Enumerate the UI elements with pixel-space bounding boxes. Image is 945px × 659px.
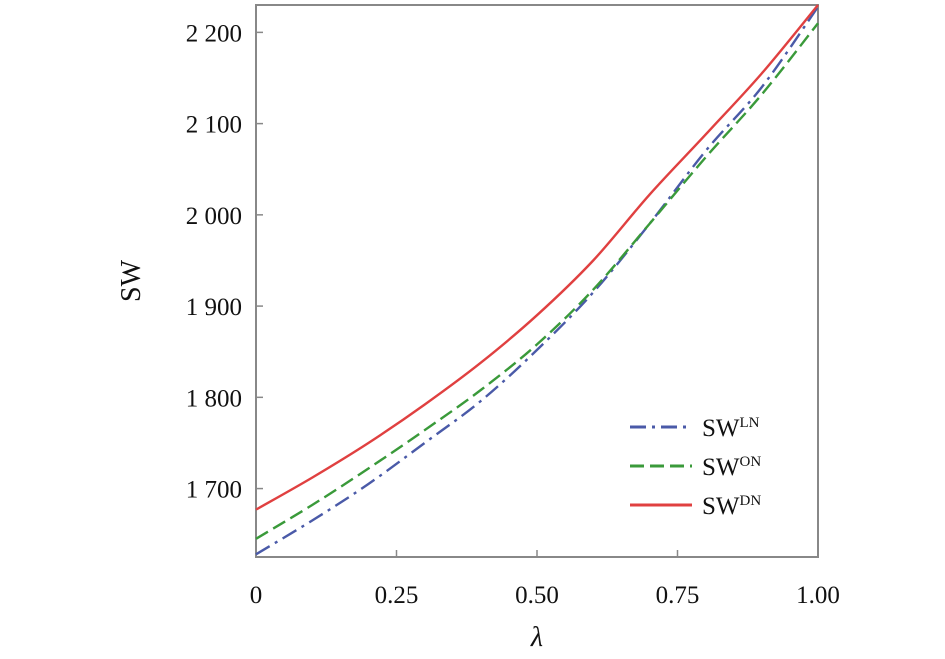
x-tick-label: 0.75 [656,582,700,609]
series-line-dn [255,4,819,511]
y-axis-ticks: 1 700 1 800 1 900 2 000 2 100 2 200 [186,20,263,504]
y-tick-label: 1 800 [186,385,242,412]
series-line-on [255,22,819,540]
x-axis-ticks: 0 0.25 0.50 0.75 1.00 [250,550,840,609]
y-tick-label: 2 100 [186,112,242,139]
legend-label-main: SW [702,415,740,442]
legend-label-on: SWON [702,454,761,481]
y-tick-label: 2 000 [186,203,242,230]
y-axis-title: SW [116,259,147,302]
x-tick-label: 0 [250,582,263,609]
x-axis-title: λ [530,622,543,653]
legend-label-ln: SWLN [702,415,760,442]
legend-label-superscript: DN [740,493,762,509]
x-tick-label: 0.50 [515,582,559,609]
series-line-ln [255,6,819,556]
x-tick-label: 1.00 [796,582,840,609]
y-tick-label: 2 200 [186,20,242,47]
y-tick-label: 1 700 [186,477,242,504]
y-tick-label: 1 900 [186,294,242,321]
x-tick-label: 0.25 [375,582,419,609]
series-lines [255,4,819,556]
legend-label-dn: SWDN [702,493,761,520]
legend-label-superscript: ON [740,454,762,470]
legend-label-main: SW [702,493,740,520]
legend-label-main: SW [702,454,740,481]
legend-label-superscript: LN [740,415,760,431]
